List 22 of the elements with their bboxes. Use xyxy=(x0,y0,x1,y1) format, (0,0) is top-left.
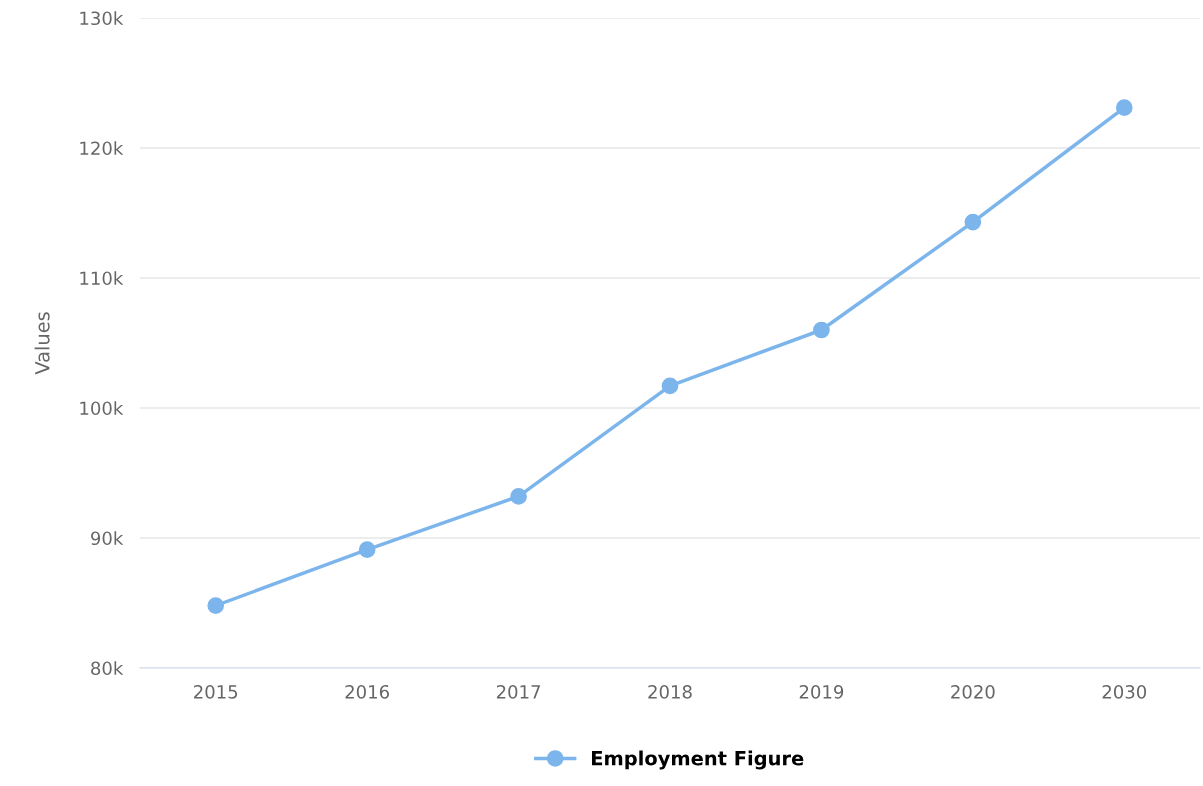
y-tick-label: 110k xyxy=(80,271,124,286)
x-tick-label: 2019 xyxy=(799,684,844,699)
y-axis-title: Values xyxy=(34,312,50,375)
x-tick-label: 2017 xyxy=(496,684,540,699)
point xyxy=(510,488,527,505)
x-tick-label: 2020 xyxy=(951,684,995,699)
x-tick-label: 2016 xyxy=(345,684,389,699)
point xyxy=(964,213,982,231)
point xyxy=(813,321,830,339)
point xyxy=(207,597,225,614)
legend-label: Employment Figure xyxy=(592,750,804,770)
point xyxy=(358,541,376,559)
x-tick-label: 2030 xyxy=(1102,684,1147,699)
y-tick-label: 90k xyxy=(91,531,124,546)
point xyxy=(661,377,679,395)
y-tick-label: 80k xyxy=(91,661,124,676)
point xyxy=(1115,99,1133,117)
x-tick-label: 2015 xyxy=(194,684,238,699)
x-tick-label: 2018 xyxy=(648,684,692,699)
y-tick-label: 100k xyxy=(80,401,124,416)
y-tick-label: 130k xyxy=(80,11,124,26)
y-tick-label: 120k xyxy=(80,141,124,156)
